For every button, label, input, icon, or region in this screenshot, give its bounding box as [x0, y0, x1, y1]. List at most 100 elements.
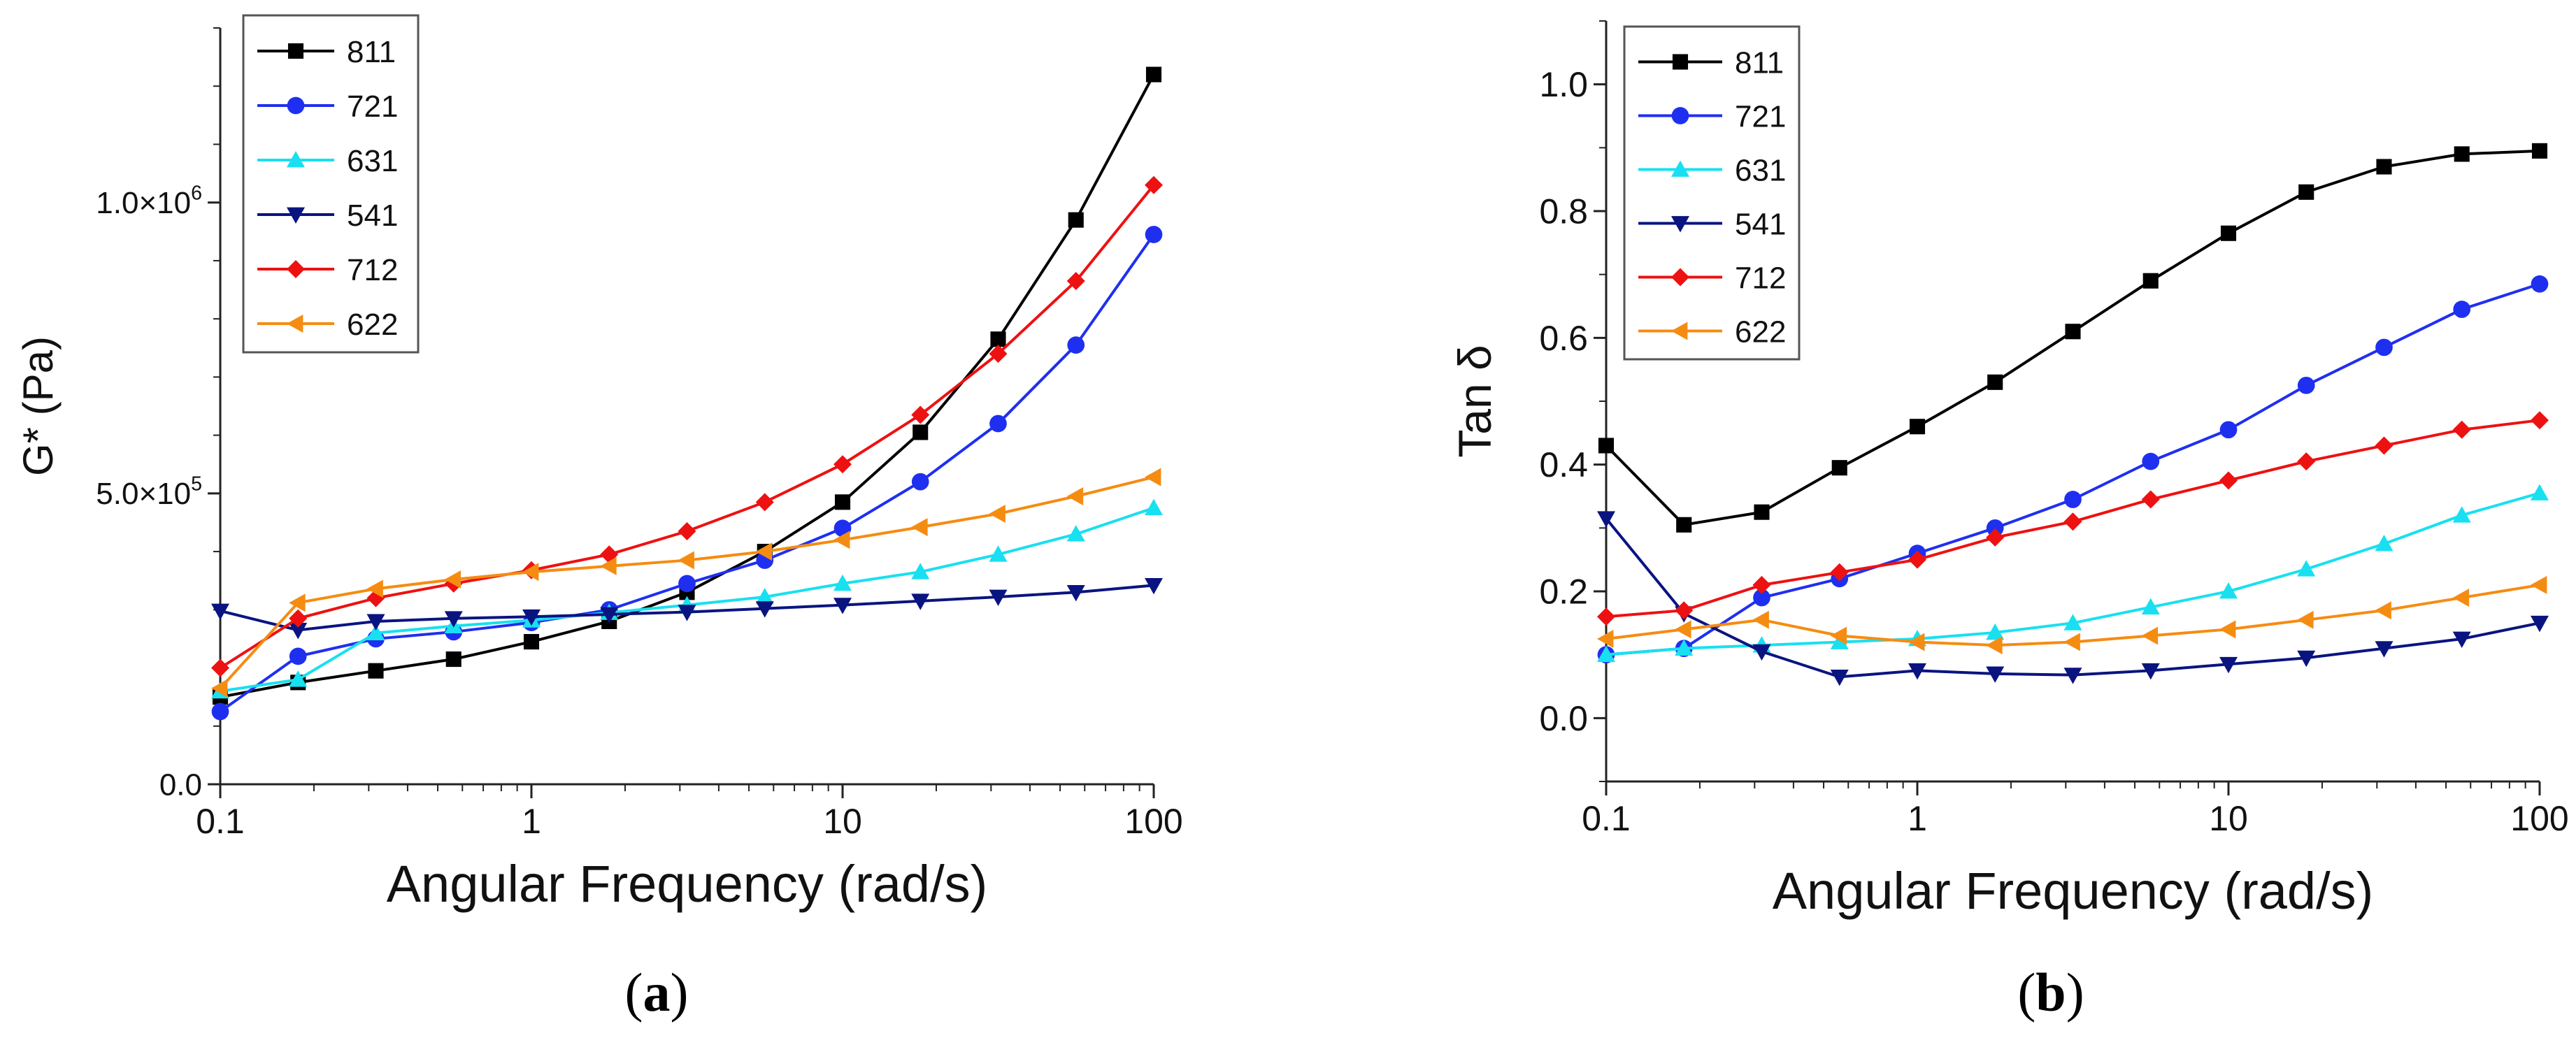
data-point-541-a — [911, 593, 930, 610]
data-point-721-b — [2375, 338, 2393, 356]
data-point-541-b — [1597, 511, 1615, 528]
data-point-541-b — [1830, 670, 1849, 686]
legend-marker-541-b — [1671, 216, 1689, 233]
chart-a-svg: 0.1 1 10 100 0.0 5.0×105 1.0×106 Angular Freque… — [15, 14, 1183, 913]
data-point-712-a — [211, 658, 229, 677]
data-point-712-b — [2063, 512, 2082, 531]
data-point-631-b — [2141, 598, 2160, 615]
data-point-721-b — [1753, 589, 1770, 607]
legend-marker-631-a — [287, 151, 305, 168]
data-point-541-b — [2297, 650, 2316, 668]
x-tick-label-a: 10 — [823, 802, 862, 841]
data-point-712-a — [833, 455, 852, 474]
data-point-631-b — [2375, 535, 2393, 552]
series-line-541-b — [1605, 517, 2540, 679]
chart-panel-a: 0.1 1 10 100 0.0 5.0×105 1.0×106 Angular Freque… — [15, 14, 1183, 1023]
x-tick-label-b: 1 — [1908, 799, 1927, 838]
y-tick-label-b: 0.0 — [1539, 699, 1588, 738]
legend-box-b — [1623, 25, 1801, 361]
data-point-631-b — [2219, 582, 2238, 599]
data-point-721-b — [2297, 376, 2315, 394]
legend-b: 811 721 631 541 712 622 — [1623, 25, 1801, 361]
data-point-721-b — [1986, 519, 2004, 537]
data-point-622-a — [1066, 487, 1084, 506]
legend-label-631-a: 631 — [347, 144, 398, 178]
data-point-622-a — [989, 504, 1006, 523]
data-point-712-a — [678, 521, 696, 540]
data-point-622-b — [2452, 589, 2470, 607]
legend-marker-712-a — [287, 260, 305, 278]
data-point-811-b — [2376, 159, 2392, 175]
data-point-712-b — [1752, 575, 1771, 594]
legend-label-811-b: 811 — [1735, 45, 1784, 80]
data-point-811-b — [1598, 438, 1615, 454]
data-point-721-a — [1145, 226, 1163, 243]
data-point-631-b — [1986, 623, 2005, 640]
data-point-631-a — [1145, 498, 1163, 516]
data-point-811-b — [2065, 324, 2081, 340]
legend-label-721-a: 721 — [347, 89, 398, 124]
data-point-721-a — [989, 415, 1007, 433]
data-point-622-a — [366, 579, 383, 598]
data-point-631-b — [2297, 560, 2316, 577]
legend-label-622-b: 622 — [1735, 315, 1786, 349]
data-point-622-b — [1752, 610, 1769, 629]
legend-marker-721-a — [287, 96, 305, 115]
data-point-622-b — [1597, 630, 1614, 648]
data-point-541-b — [1752, 644, 1771, 661]
data-point-721-a — [289, 647, 307, 665]
data-point-721-a — [211, 702, 229, 721]
data-point-631-b — [2531, 484, 2549, 500]
legend-marker-811-b — [1672, 54, 1689, 70]
legend-a: 811 721 631 541 712 622 — [242, 14, 420, 354]
x-tick-label-b: 0.1 — [1582, 799, 1631, 838]
data-point-712-b — [2531, 411, 2549, 430]
data-point-712-b — [2452, 420, 2471, 439]
data-point-712-b — [1908, 550, 1926, 569]
data-point-811-b — [2454, 146, 2470, 162]
data-point-541-a — [1066, 584, 1085, 602]
x-tick-label-a: 0.1 — [196, 802, 245, 841]
data-point-721-b — [2064, 491, 2082, 508]
data-point-622-a — [911, 518, 928, 537]
data-point-811-b — [2220, 225, 2237, 241]
data-point-811-b — [1987, 374, 2003, 390]
legend-marker-631-b — [1671, 160, 1689, 177]
data-point-622-b — [2141, 626, 2159, 645]
x-tick-label-a: 100 — [1124, 802, 1182, 841]
data-point-541-a — [522, 609, 541, 626]
legend-marker-622-a — [287, 315, 303, 333]
data-point-631-b — [1597, 645, 1615, 663]
y-axis-title-a: G* (Pa) — [15, 336, 62, 476]
chart-panel-b: 0.1 1 10 100 0.0 0.2 0.4 0.6 0.8 1.0 Angular Frequ… — [1288, 0, 2576, 1045]
legend-label-811-a: 811 — [347, 35, 396, 69]
data-point-811-a — [368, 663, 384, 679]
data-point-541-a — [289, 623, 308, 640]
x-tick-label-a: 1 — [522, 802, 541, 841]
data-point-712-b — [1597, 607, 1615, 626]
data-point-712-b — [2219, 471, 2238, 490]
data-point-631-a — [911, 563, 930, 579]
data-point-712-a — [755, 493, 774, 512]
data-point-622-a — [444, 570, 461, 589]
data-point-541-a — [678, 605, 696, 621]
legend-box-a — [242, 14, 420, 354]
series-622-b — [1597, 575, 2547, 655]
legend-label-622-a: 622 — [347, 308, 398, 342]
data-point-541-b — [2141, 663, 2160, 680]
data-point-721-b — [2142, 452, 2160, 470]
data-point-811-b — [1676, 517, 1692, 533]
y-tick-label-b: 1.0 — [1539, 65, 1588, 104]
data-point-811-a — [990, 331, 1006, 347]
data-point-811-a — [445, 651, 461, 668]
series-811-b — [1598, 143, 2548, 533]
data-point-712-a — [989, 345, 1008, 363]
data-point-721-a — [911, 473, 929, 491]
data-point-622-a — [755, 542, 773, 561]
data-point-631-a — [366, 624, 385, 640]
data-point-811-b — [2142, 273, 2159, 289]
data-point-631-a — [1066, 525, 1085, 542]
y-tick-label-a: 5.0×105 — [96, 473, 202, 511]
legend-label-631-b: 631 — [1735, 153, 1786, 187]
data-point-622-a — [211, 679, 228, 698]
